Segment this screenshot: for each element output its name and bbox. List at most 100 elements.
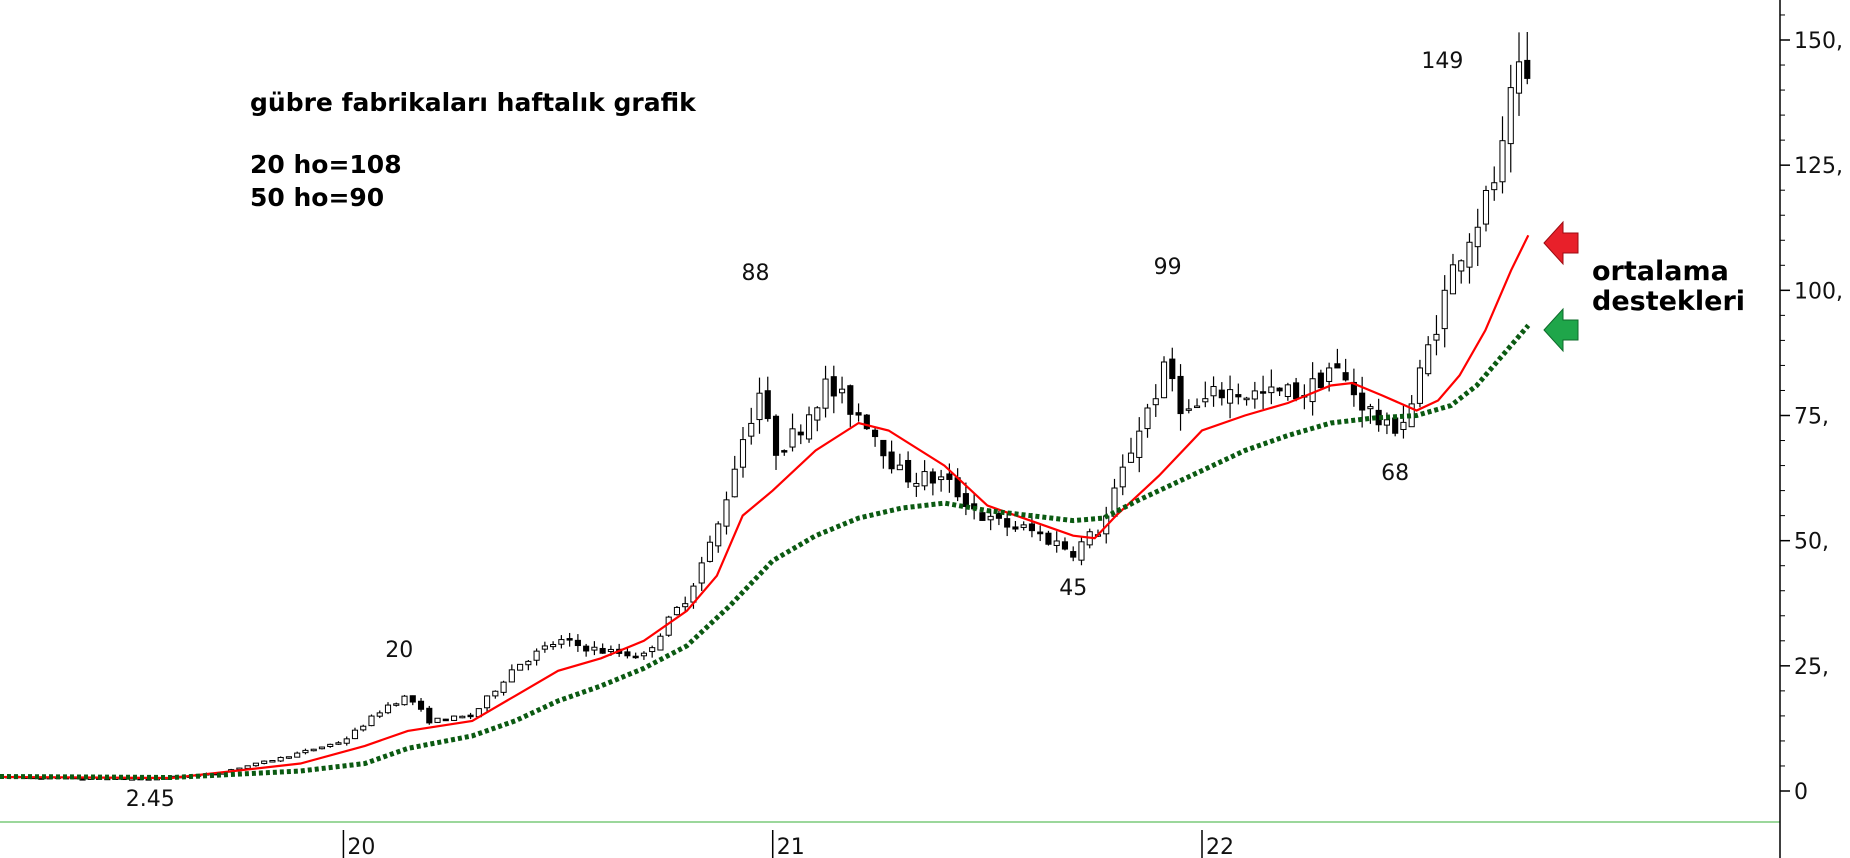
candle-body [376, 712, 383, 717]
ma20-line [0, 234, 1530, 780]
candle-body [1317, 372, 1324, 389]
candle-body [772, 415, 780, 456]
candle-body [318, 746, 326, 750]
y-tick-label: 0 [1794, 780, 1808, 805]
candle-body [393, 703, 400, 706]
candle-body [624, 651, 631, 657]
candle-body [1202, 398, 1209, 403]
candle-body [706, 541, 714, 562]
candle-body [1359, 392, 1366, 411]
candle-body [1243, 397, 1250, 401]
candle-body [822, 378, 829, 409]
candle-body [1251, 390, 1258, 400]
y-tick-label: 100, [1794, 279, 1843, 304]
candle-body [1127, 452, 1135, 463]
candle-body [1061, 541, 1069, 550]
y-tick-label: 125, [1794, 154, 1843, 179]
candle-body [459, 715, 466, 719]
candle-body [327, 743, 334, 748]
x-axis: 20 21 22 [342, 830, 1234, 858]
candle-body [599, 647, 606, 654]
candle-body [789, 428, 796, 448]
candle-body [880, 439, 887, 457]
price-label: 45 [1059, 576, 1087, 601]
x-tick-label: 21 [777, 835, 805, 858]
candle-body [1136, 430, 1143, 458]
candle-body [649, 647, 656, 653]
candle-body [417, 700, 425, 710]
candle-body [863, 414, 870, 430]
candle-body [1293, 382, 1300, 400]
candle-body [351, 729, 359, 740]
candle-body [550, 644, 557, 648]
candle-body [294, 752, 301, 758]
candle-body [1210, 386, 1217, 397]
candle-body [1218, 389, 1225, 399]
candle-body [533, 650, 540, 661]
candle-body [1004, 518, 1011, 528]
candle-body [1028, 523, 1035, 532]
candle-body [450, 715, 458, 721]
candle-body [946, 473, 953, 480]
candle-body [1152, 398, 1159, 406]
candle-body [640, 652, 647, 657]
candle-body [607, 648, 614, 652]
candle-body [797, 431, 804, 436]
candle-body [1400, 421, 1407, 430]
candle-body [1144, 407, 1151, 430]
candle-body [962, 493, 969, 507]
y-tick-label: 75, [1794, 405, 1829, 430]
candle-body [1020, 524, 1027, 528]
candle-body [591, 646, 598, 651]
candle-body [1177, 375, 1184, 415]
candle-body [1045, 532, 1052, 545]
candle-body [434, 717, 441, 723]
candle-body [1012, 526, 1019, 530]
candle-body [1491, 182, 1498, 191]
candle-body [541, 645, 548, 650]
candle-body [1070, 551, 1077, 558]
candle-body [1515, 61, 1523, 94]
candle-body [682, 603, 689, 608]
candle-body [1053, 540, 1060, 546]
candle-body [1383, 419, 1390, 426]
candle-body [1524, 59, 1531, 79]
candle-body [442, 718, 449, 722]
y-axis: 150, 125, 100, 75, 50, 25, 0 [1780, 14, 1843, 805]
candle-body [484, 695, 491, 709]
candle-body [888, 451, 895, 470]
candle-body [905, 459, 912, 483]
candle-body [1482, 190, 1490, 225]
candle-body [715, 523, 722, 547]
candle-body [1268, 386, 1275, 394]
candle-body [1441, 289, 1448, 330]
candle-body [574, 639, 581, 647]
candle-body [368, 715, 375, 727]
candle-body [987, 515, 994, 521]
candle-body [632, 655, 639, 659]
candle-body [1284, 384, 1291, 398]
candle-body [1499, 140, 1506, 183]
candle-body [343, 738, 350, 744]
candle-body [1326, 367, 1333, 382]
candlesticks [5, 31, 1531, 781]
candle-body [814, 407, 821, 421]
y-tick-label: 25, [1794, 655, 1829, 680]
candle-body [1342, 372, 1349, 381]
candle-body [1078, 541, 1085, 561]
moving-averages [0, 234, 1531, 781]
price-label: 20 [385, 638, 413, 663]
candle-body [929, 471, 936, 484]
candle-body [252, 762, 259, 767]
candle-body [558, 639, 565, 645]
candle-body [1416, 367, 1424, 404]
candle-body [921, 471, 928, 487]
candle-body [1392, 417, 1399, 434]
candle-body [698, 562, 705, 584]
y-tick-label: 50, [1794, 530, 1829, 555]
candle-body [1160, 361, 1168, 399]
candle-body [748, 422, 755, 437]
chart-title: gübre fabrikaları haftalık grafik [250, 88, 697, 117]
candle-body [1169, 358, 1176, 380]
